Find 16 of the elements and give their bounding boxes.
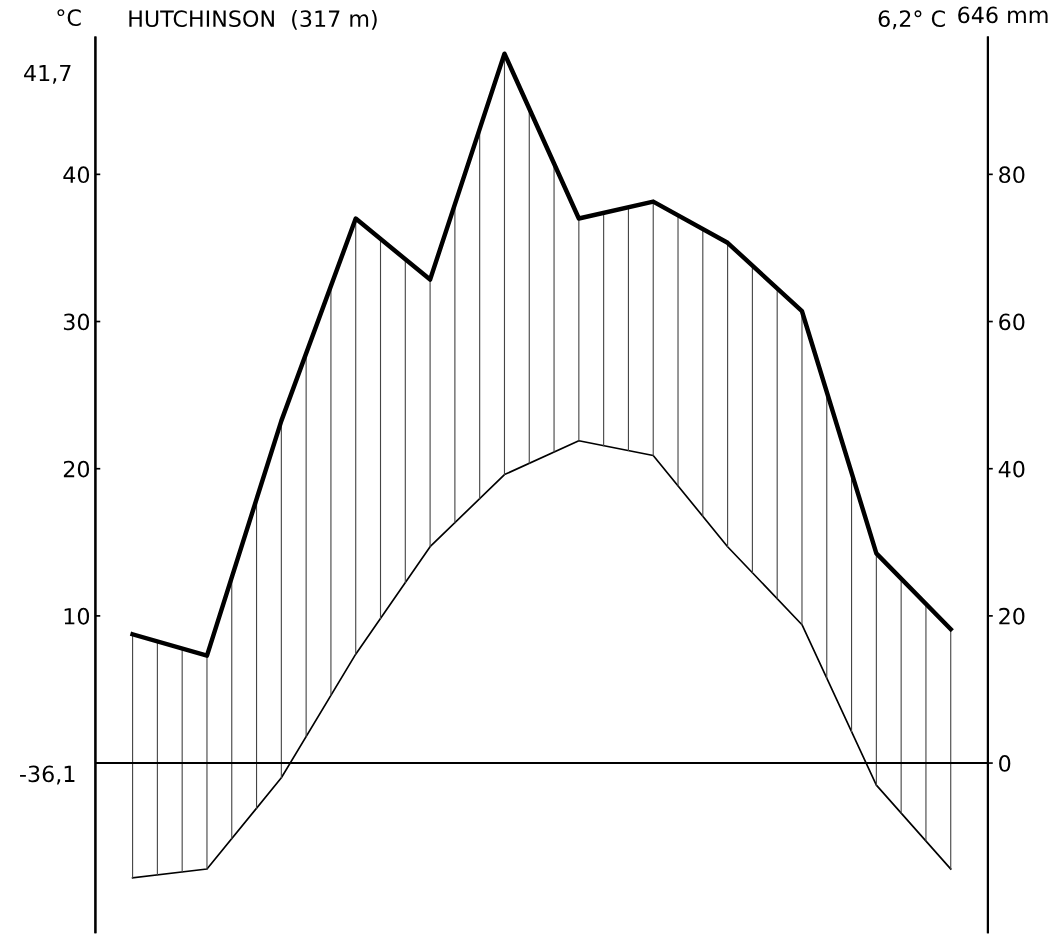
text: 41,7 bbox=[24, 64, 71, 84]
text: -36,1 bbox=[20, 765, 75, 785]
y2-tick-label: 0 bbox=[999, 755, 1011, 772]
y-axis-title: °C bbox=[57, 9, 81, 27]
text: 646 mm bbox=[958, 6, 1048, 24]
y2-tick-label: 60 bbox=[999, 313, 1025, 331]
text: 6,2° C bbox=[878, 10, 945, 30]
y2-tick-label: 40 bbox=[998, 460, 1025, 478]
y2-tick-label: 20 bbox=[999, 607, 1025, 625]
y-tick-label: 10 bbox=[64, 607, 90, 625]
y-tick-label: 30 bbox=[63, 313, 90, 331]
line-series bbox=[130, 51, 953, 658]
chart-title: HUTCHINSON (317 m) bbox=[129, 9, 377, 30]
y2-tick-label: 80 bbox=[999, 166, 1025, 184]
y-tick-label: 20 bbox=[63, 460, 90, 478]
y-tick-label: 40 bbox=[63, 166, 90, 184]
